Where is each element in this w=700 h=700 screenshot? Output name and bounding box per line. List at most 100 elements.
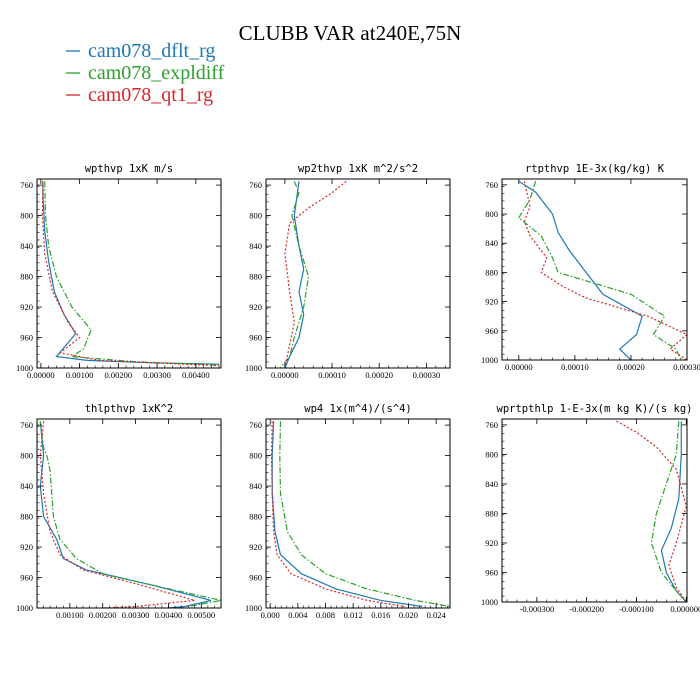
y-tick-label: 800 — [485, 449, 498, 459]
series-line-cam078_dflt_rg — [518, 180, 643, 360]
x-tick-label: -0.000100 — [619, 604, 654, 614]
x-tick-label: -0.000300 — [519, 604, 554, 614]
y-tick-label: 960 — [485, 326, 498, 336]
y-tick-label: 840 — [249, 241, 262, 251]
y-tick-label: 760 — [249, 180, 262, 190]
y-tick-label: 1000 — [245, 363, 262, 373]
series-line-cam078_dflt_rg — [660, 421, 687, 602]
x-tick-label: 0.012 — [344, 610, 363, 620]
series-group — [41, 181, 220, 367]
y-tick-label: 960 — [249, 573, 262, 583]
series-line-cam078_dflt_rg — [284, 181, 305, 368]
series-group — [518, 180, 687, 360]
panel-title: wp2thvp 1xK m^2/s^2 — [298, 163, 418, 175]
panel-title: thlpthvp 1xK^2 — [85, 403, 174, 415]
legend-label-cam078_expldiff: cam078_expldiff — [88, 62, 225, 84]
y-tick-label: 1000 — [245, 603, 262, 613]
series-group — [270, 421, 450, 608]
y-tick-label: 880 — [249, 512, 262, 522]
y-tick-label: 880 — [485, 508, 498, 518]
series-line-cam078_qt1_rg — [41, 181, 220, 367]
chart-panel-4: thlpthvp 1xK^2 760 800 840 880 920 960 1000 0.00… — [16, 403, 222, 620]
y-tick-label: 960 — [20, 333, 33, 343]
series-line-cam078_qt1_rg — [523, 181, 687, 360]
series-line-cam078_expldiff — [279, 421, 450, 608]
legend-label-cam078_qt1_rg: cam078_qt1_rg — [88, 84, 213, 106]
y-tick-label: 800 — [485, 209, 498, 219]
x-tick-label: 0.000000 — [670, 604, 700, 614]
x-tick-label: 0.00020 — [365, 370, 393, 380]
x-tick-label: 0.00200 — [105, 370, 133, 380]
y-tick-label: 920 — [20, 542, 33, 552]
x-tick-label: 0.020 — [399, 610, 418, 620]
plot-frame — [36, 178, 222, 369]
chart-panel-5: wp4 1x(m^4)/(s^4)76080084088092096010000… — [245, 403, 451, 620]
y-tick-label: 880 — [20, 272, 33, 282]
panel-title: wp4 1x(m^4)/(s^4) — [304, 403, 411, 415]
series-line-cam078_dflt_rg — [42, 181, 220, 365]
y-tick-label: 880 — [20, 512, 33, 522]
x-tick-label: 0.00300 — [143, 370, 171, 380]
y-tick-label: 760 — [485, 420, 498, 430]
legend-label-cam078_dflt_rg: cam078_dflt_rg — [88, 40, 215, 62]
series-line-cam078_expldiff — [39, 421, 221, 608]
y-tick-label: 800 — [249, 211, 262, 221]
x-tick-label: 0.00000 — [27, 370, 55, 380]
plot-frame — [501, 418, 688, 603]
plot-frame — [265, 178, 451, 369]
x-tick-label: 0.00500 — [187, 610, 215, 620]
chart-panels: wpthvp 1xK m/s76080084088092096010000.00… — [16, 163, 700, 620]
y-tick-label: 1000 — [16, 603, 33, 613]
y-tick-label: 840 — [485, 238, 498, 248]
panel-title: rtpthvp 1E-3x(kg/kg) K — [525, 163, 665, 175]
x-tick-label: -0.000200 — [569, 604, 604, 614]
series-line-cam078_dflt_rg — [271, 421, 423, 608]
y-tick-label: 960 — [249, 333, 262, 343]
plot-frame — [265, 418, 451, 609]
x-tick-label: 0.016 — [371, 610, 390, 620]
series-line-cam078_qt1_rg — [616, 420, 687, 602]
x-tick-label: 0.00010 — [318, 370, 346, 380]
y-tick-label: 1000 — [16, 363, 33, 373]
x-tick-label: 0.00100 — [66, 370, 94, 380]
y-tick-label: 840 — [485, 479, 498, 489]
y-tick-label: 800 — [20, 211, 33, 221]
y-tick-label: 960 — [485, 567, 498, 577]
panel-title: wpthvp 1xK m/s — [85, 163, 174, 175]
y-tick-label: 800 — [20, 451, 33, 461]
y-tick-label: 800 — [249, 451, 262, 461]
series-line-cam078_qt1_rg — [39, 421, 195, 608]
plot-frame — [501, 178, 688, 361]
y-tick-label: 920 — [485, 297, 498, 307]
series-group — [616, 420, 687, 602]
y-tick-label: 920 — [20, 302, 33, 312]
x-tick-label: 0.00000 — [505, 362, 533, 372]
series-line-cam078_qt1_rg — [270, 421, 406, 608]
x-tick-label: 0.00030 — [413, 370, 441, 380]
y-tick-label: 840 — [249, 481, 262, 491]
x-tick-label: 0.024 — [427, 610, 447, 620]
y-tick-label: 1000 — [481, 355, 498, 365]
series-line-cam078_expldiff — [44, 181, 220, 366]
y-tick-label: 960 — [20, 573, 33, 583]
x-tick-label: 0.008 — [316, 610, 335, 620]
y-tick-label: 760 — [485, 180, 498, 190]
series-group — [279, 180, 347, 368]
x-tick-label: 0.00010 — [561, 362, 589, 372]
y-tick-label: 840 — [20, 241, 33, 251]
series-line-cam078_expldiff — [279, 181, 310, 368]
y-tick-label: 920 — [249, 302, 262, 312]
y-tick-label: 760 — [249, 420, 262, 430]
chart-panel-2: wp2thvp 1xK m^2/s^2 760 800 840 880 920 960 100… — [245, 163, 451, 380]
series-line-cam078_expldiff — [650, 421, 687, 602]
x-tick-label: 0.00400 — [182, 370, 210, 380]
series-line-cam078_dflt_rg — [39, 421, 212, 608]
x-tick-label: 0.00400 — [155, 610, 183, 620]
x-tick-label: 0.00000 — [271, 370, 299, 380]
x-tick-label: 0.00100 — [56, 610, 84, 620]
y-tick-label: 920 — [485, 538, 498, 548]
y-tick-label: 760 — [20, 180, 33, 190]
y-tick-label: 760 — [20, 420, 33, 430]
chart-panel-3: rtpthvp 1E-3x(kg/kg) K 760 800 840 880 920 960… — [481, 163, 700, 372]
panel-title: wprtpthlp 1-E-3x(m kg K)/(s kg) — [497, 403, 693, 415]
